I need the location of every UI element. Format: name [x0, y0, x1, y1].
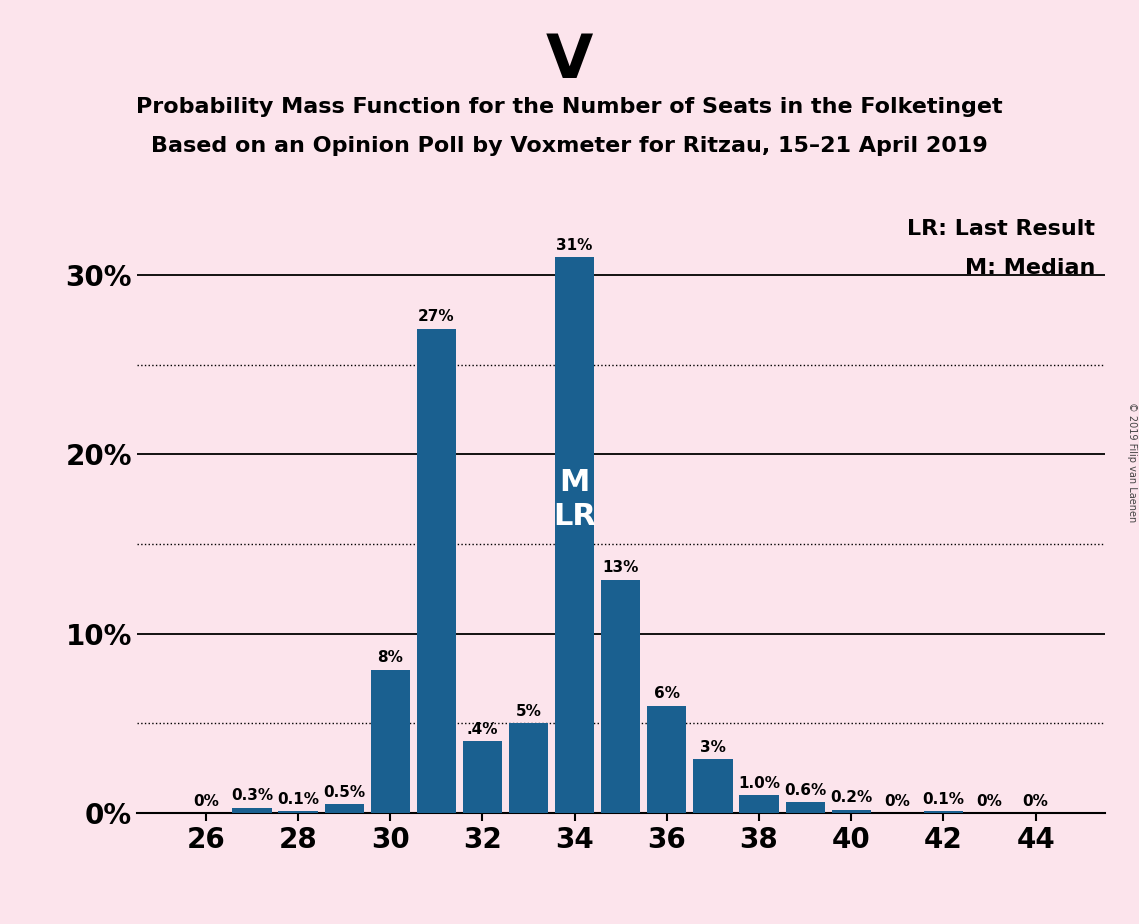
Bar	[694, 760, 732, 813]
Text: 1.0%: 1.0%	[738, 776, 780, 791]
Text: 0.2%: 0.2%	[830, 790, 872, 805]
Text: 3%: 3%	[700, 740, 726, 755]
Text: 0%: 0%	[976, 794, 1002, 808]
Text: 31%: 31%	[557, 237, 592, 252]
Text: 27%: 27%	[418, 310, 454, 324]
Text: 0.1%: 0.1%	[277, 792, 319, 807]
Text: LR: Last Result: LR: Last Result	[907, 218, 1095, 238]
Bar	[924, 811, 964, 813]
Text: 8%: 8%	[377, 650, 403, 665]
Bar	[370, 670, 410, 813]
Text: V: V	[546, 32, 593, 91]
Text: 0.5%: 0.5%	[323, 784, 366, 799]
Text: 6%: 6%	[654, 686, 680, 701]
Bar	[509, 723, 548, 813]
Text: 0.6%: 0.6%	[784, 783, 826, 798]
Bar	[462, 741, 502, 813]
Bar	[278, 811, 318, 813]
Bar	[601, 580, 640, 813]
Bar	[647, 706, 687, 813]
Text: 0%: 0%	[1023, 794, 1049, 808]
Text: © 2019 Filip van Laenen: © 2019 Filip van Laenen	[1126, 402, 1137, 522]
Text: 0%: 0%	[884, 794, 910, 808]
Text: Probability Mass Function for the Number of Seats in the Folketinget: Probability Mass Function for the Number…	[137, 97, 1002, 117]
Text: 0.1%: 0.1%	[923, 792, 965, 807]
Bar	[739, 796, 779, 813]
Bar	[232, 808, 271, 813]
Bar	[786, 802, 825, 813]
Text: M: Median: M: Median	[965, 258, 1095, 278]
Text: 0%: 0%	[192, 794, 219, 808]
Bar	[831, 809, 871, 813]
Bar	[417, 329, 456, 813]
Bar	[325, 804, 363, 813]
Text: M
LR: M LR	[554, 468, 596, 530]
Text: 0.3%: 0.3%	[231, 788, 273, 803]
Text: Based on an Opinion Poll by Voxmeter for Ritzau, 15–21 April 2019: Based on an Opinion Poll by Voxmeter for…	[151, 136, 988, 156]
Bar	[555, 257, 595, 813]
Text: .4%: .4%	[467, 722, 498, 737]
Text: 5%: 5%	[516, 704, 541, 719]
Text: 13%: 13%	[603, 561, 639, 576]
